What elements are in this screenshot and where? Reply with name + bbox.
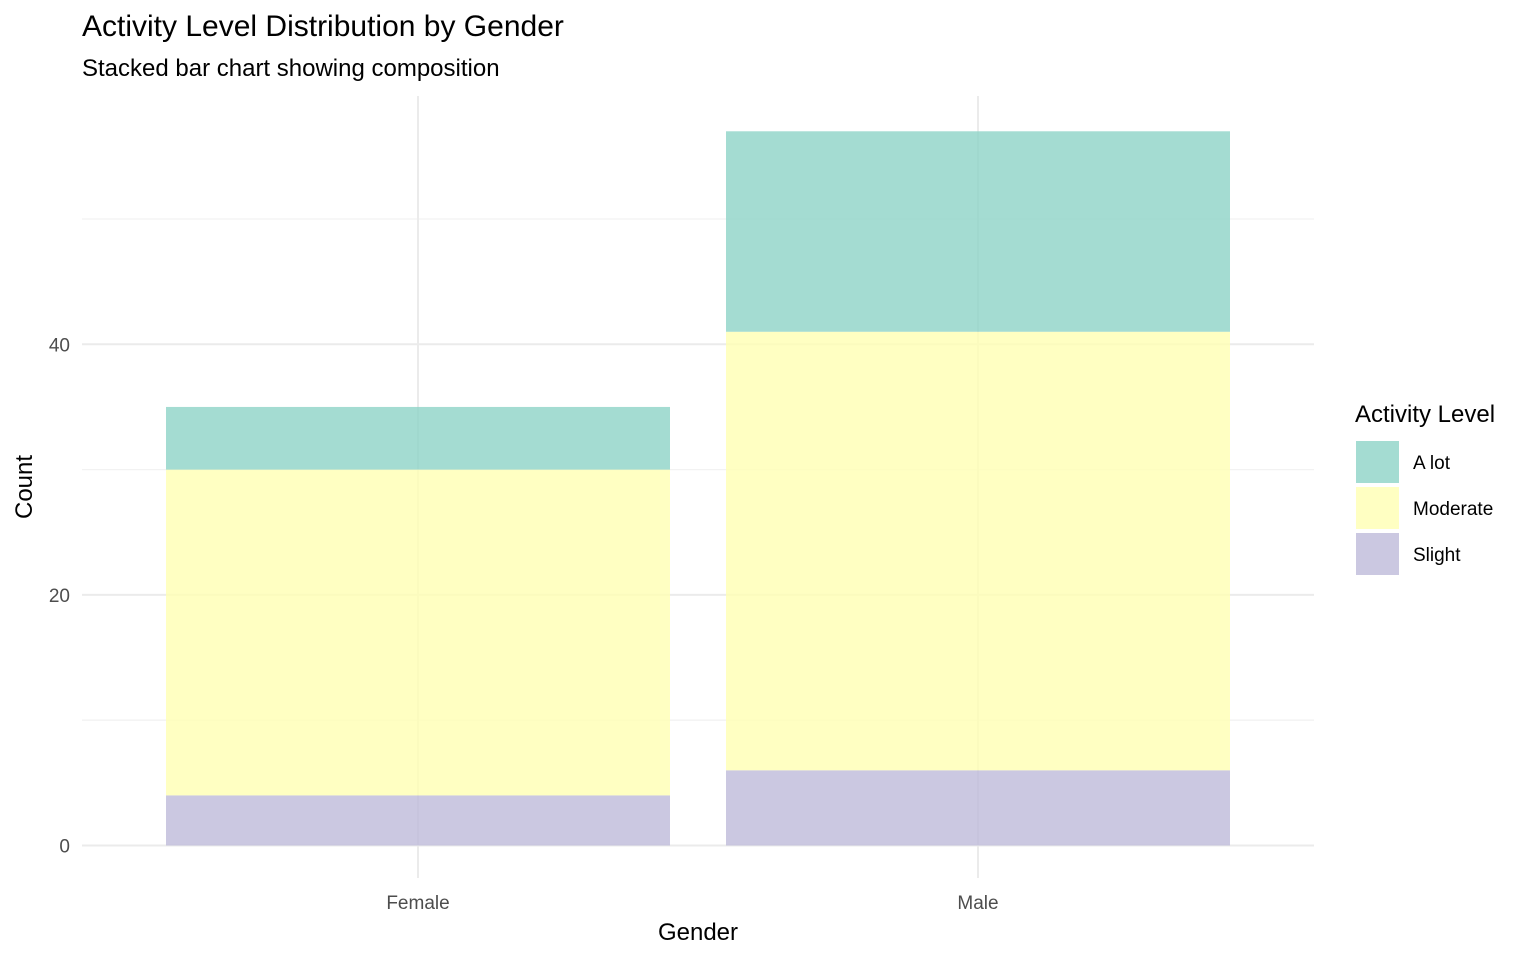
x-tick-label: Female [386,893,449,914]
bar-female-a-lot [166,406,670,470]
bar-male-slight [726,770,1230,846]
y-tick-label: 20 [49,586,70,607]
bars [166,131,1230,846]
y-tick-label: 0 [59,837,70,858]
legend-label: A lot [1413,453,1451,474]
legend-label: Moderate [1413,499,1493,520]
legend-title: Activity Level [1355,401,1495,428]
x-axis-title: Gender [658,919,738,946]
legend-key-slight [1356,533,1399,575]
y-axis-ticks: 0 20 40 [49,335,70,857]
legend-key-a-lot [1356,441,1399,483]
bar-female-slight [166,795,670,846]
chart-title: Activity Level Distribution by Gender [82,10,564,43]
bar-male-moderate [726,331,1230,771]
y-axis-title: Count [11,455,38,519]
chart-subtitle: Stacked bar chart showing composition [82,55,500,82]
x-tick-label: Male [957,893,998,914]
legend: Activity Level A lot Moderate Slight [1355,401,1495,575]
legend-label: Slight [1413,545,1461,566]
bar-female-moderate [166,469,670,796]
x-axis-ticks: Female Male [386,893,998,914]
y-tick-label: 40 [49,335,70,356]
bar-male-a-lot [726,131,1230,332]
legend-key-moderate [1356,487,1399,529]
